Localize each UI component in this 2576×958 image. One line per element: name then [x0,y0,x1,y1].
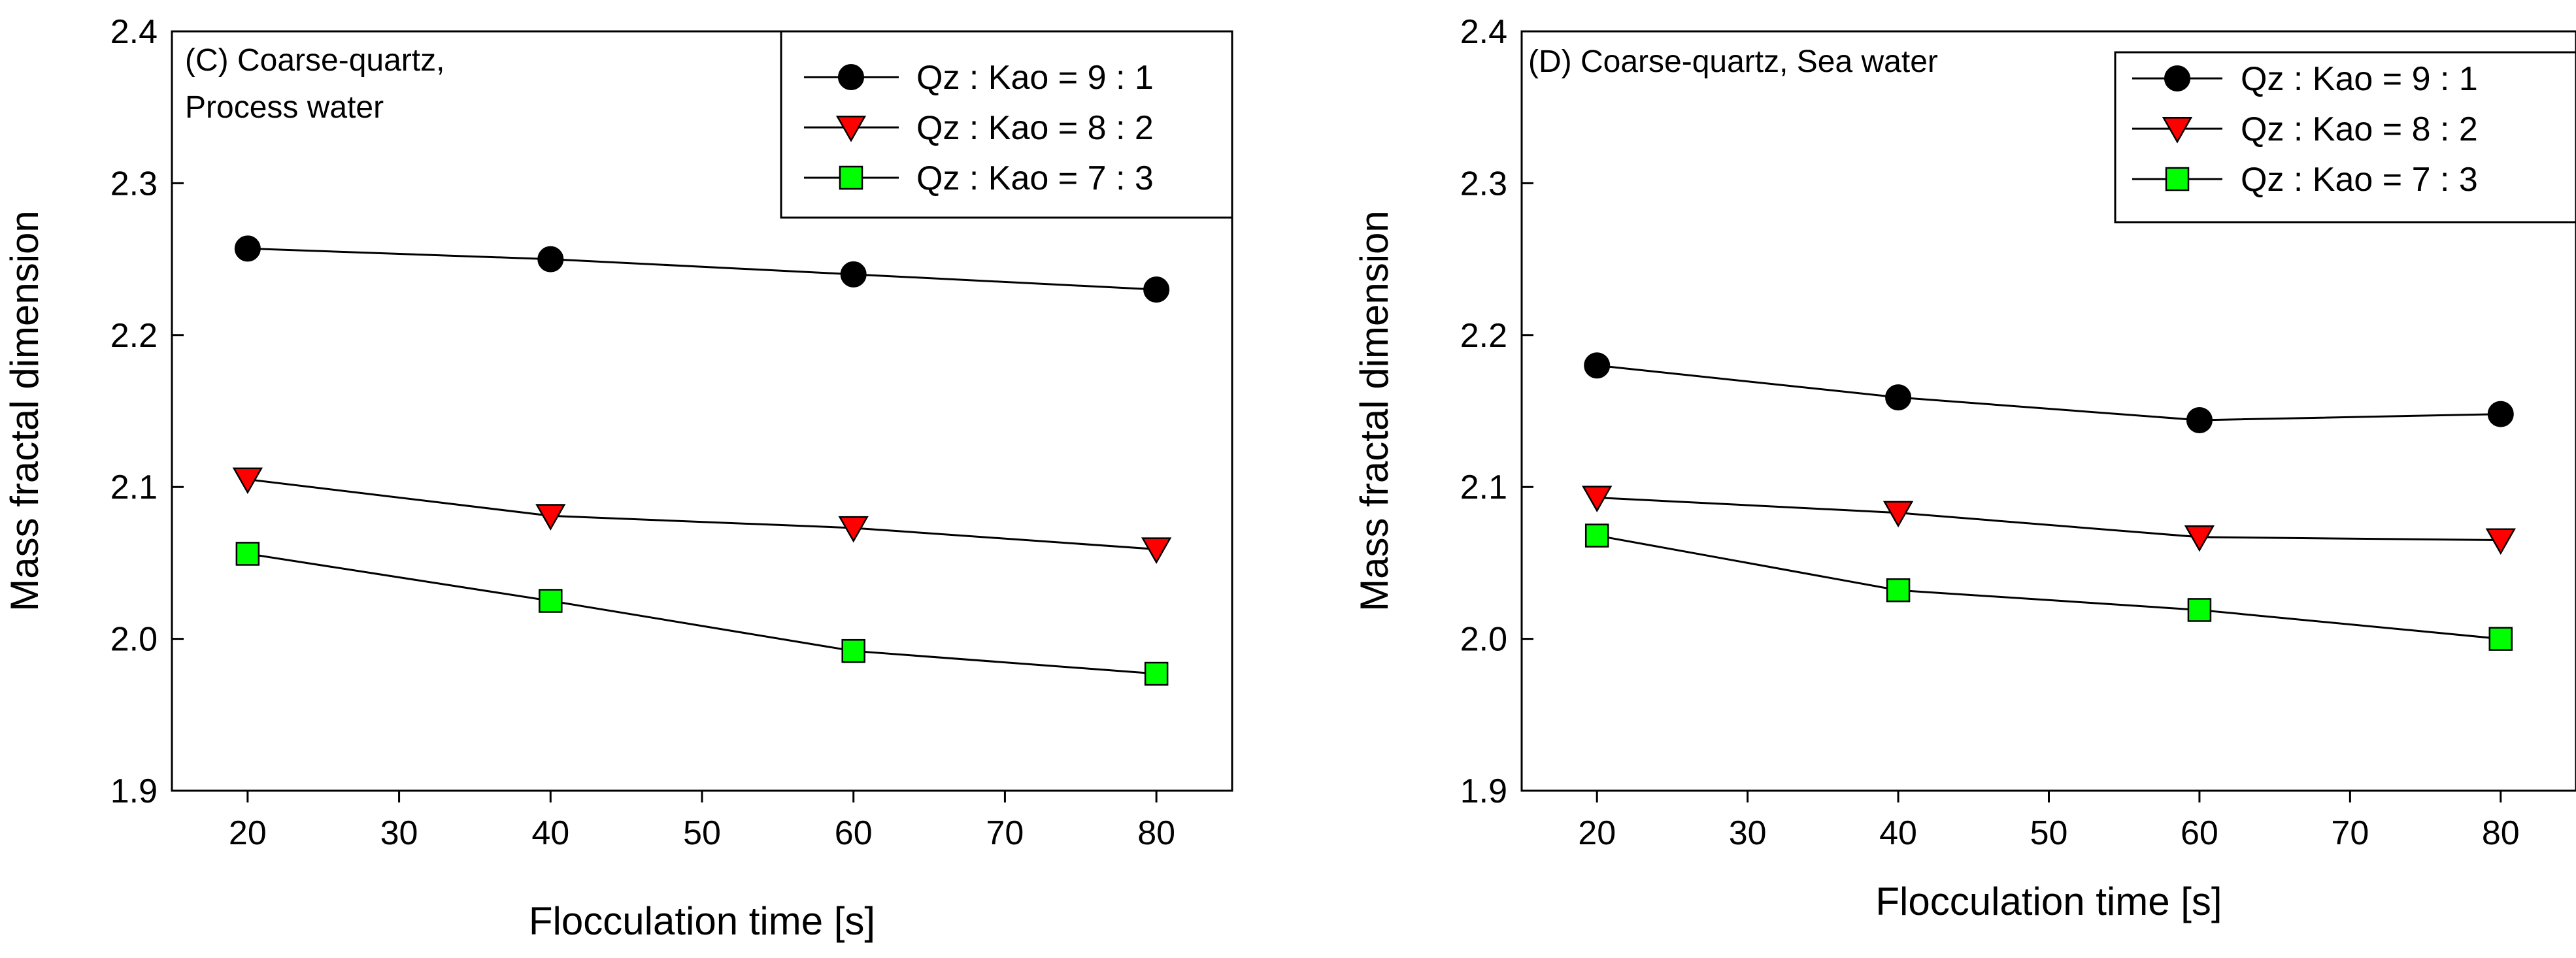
x-tick-label: 60 [2181,814,2218,852]
data-point [1885,384,1912,411]
x-tick-label: 20 [229,814,267,852]
x-tick-label: 60 [835,814,873,852]
y-tick-label: 1.9 [1460,772,1507,810]
y-tick-label: 2.3 [110,165,158,203]
legend-label: Qz : Kao = 7 : 3 [2241,161,2478,199]
legend-label: Qz : Kao = 8 : 2 [2241,110,2478,148]
data-point [535,504,566,531]
legend-marker [839,165,863,190]
y-tick-label: 1.9 [110,772,158,810]
data-point [232,467,263,495]
x-tick-label: 40 [1879,814,1917,852]
series-line [247,478,1157,550]
data-point [2487,401,2514,427]
data-point [2488,627,2513,651]
legend-marker [2165,167,2190,191]
series-line [247,247,1157,291]
data-point [2186,406,2213,433]
data-point [234,235,261,262]
y-tick-label: 2.4 [110,13,158,51]
legend-marker [2162,116,2193,144]
legend-box [2114,51,2576,223]
chart-panel-c: 1.9 2.0 2.1 2.2 2.3 2.4 20 30 40 50 60 70 80 Floccula… [3,13,1233,943]
data-point [235,542,260,566]
data-point [2184,525,2215,552]
data-point [1582,486,1613,512]
data-point [1584,352,1611,379]
x-tick-label: 80 [2482,814,2520,852]
x-tick-label: 70 [986,814,1024,852]
x-tick-label: 40 [531,814,569,852]
y-axis-label: Mass fractal dimension [1352,210,1396,612]
x-tick-label: 80 [1137,814,1175,852]
x-tick-label: 50 [2030,814,2068,852]
series-line [1597,364,2501,421]
panel-annotation: Process water [185,90,384,125]
y-tick-label: 2.0 [110,621,158,659]
legend-marker [835,115,867,142]
x-tick-label: 30 [380,814,418,852]
data-point [537,246,564,273]
y-tick-label: 2.2 [110,317,158,355]
data-point [1584,523,1609,548]
y-axis-label: Mass fractal dimension [3,210,46,612]
data-point [1144,661,1169,686]
y-tick-label: 2.1 [110,469,158,506]
series-line [1596,535,2501,640]
panel-annotation: (C) Coarse-quartz, [185,43,444,78]
y-tick-label: 2.1 [1460,469,1507,506]
x-tick-label: 50 [683,814,721,852]
chart-panel-d: 1.9 2.0 2.1 2.2 2.3 2.4 20 30 40 50 60 70 80 Floccula… [1352,13,2576,923]
legend-label: Qz : Kao = 7 : 3 [916,159,1154,197]
legend-marker [2164,65,2190,91]
y-tick-label: 2.3 [1460,165,1507,203]
data-point [2187,598,2212,622]
data-point [841,638,865,663]
x-axis-label: Flocculation time [s] [1875,880,2222,923]
data-point [838,516,869,543]
y-tick-label: 2.0 [1460,621,1507,659]
data-point [539,589,563,613]
legend-marker [838,64,864,90]
y-tick-label: 2.4 [1460,13,1507,51]
data-point [2485,528,2516,555]
x-tick-label: 30 [1729,814,1767,852]
series-line [247,552,1157,675]
data-point [1886,578,1911,603]
legend-label: Qz : Kao = 9 : 1 [2241,60,2478,98]
data-point [1141,537,1172,564]
data-point [1882,501,1914,528]
series-line [1597,496,2501,542]
legend-label: Qz : Kao = 9 : 1 [916,59,1154,97]
x-tick-label: 20 [1578,814,1616,852]
data-point [1143,276,1170,303]
legend-label: Qz : Kao = 8 : 2 [916,109,1154,147]
x-axis-label: Flocculation time [s] [529,899,875,943]
data-point [840,261,867,288]
x-tick-label: 70 [2331,814,2369,852]
panel-annotation: (D) Coarse-quartz, Sea water [1528,44,1938,79]
y-tick-label: 2.2 [1460,317,1507,355]
